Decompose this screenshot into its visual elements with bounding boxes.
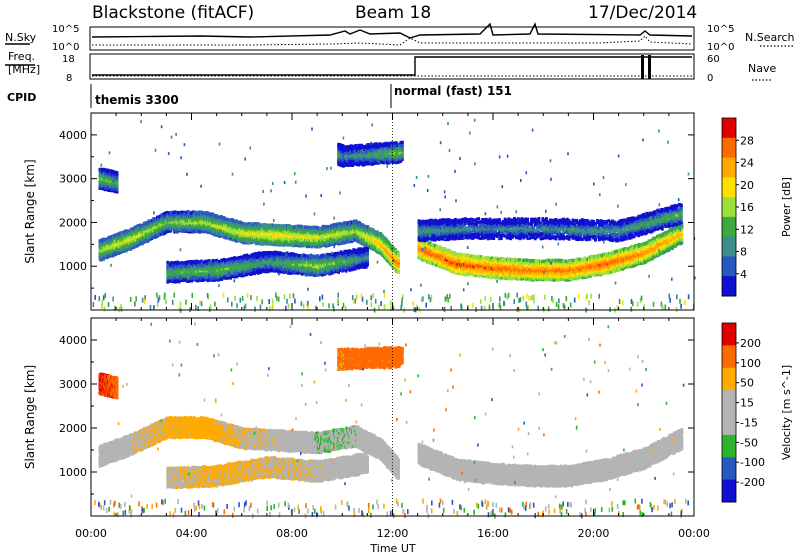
range-cell [397,269,400,274]
freq-left-tick-bottom: 8 [66,73,72,84]
range-cell [128,229,132,233]
freq-spike-1 [641,55,644,79]
freq-left-tick-top: 18 [62,54,75,65]
range-cell [146,239,150,243]
range-cell [173,212,176,216]
range-cell [140,237,144,241]
freq-spike-2 [648,55,651,79]
freq-label-bottom: [MHz] [8,63,40,76]
range-cell [144,230,148,234]
range-cell [193,210,197,214]
noise-right-label: N.Search [745,31,795,44]
range-cell [161,232,165,236]
range-cell [108,236,112,240]
freq-right-tick-bottom: 0 [707,73,713,84]
range-cell [122,245,126,249]
freq-panel-frame [89,53,695,80]
noise-sky-trace [91,22,693,39]
range-cell [160,230,164,234]
range-cell [124,249,128,253]
range-cell [129,247,133,251]
range-cell [149,228,153,232]
noise-left-tick-top: 10^5 [52,24,79,35]
noise-right-tick-bottom: 10^0 [707,42,734,53]
range-cell [144,226,148,230]
station-title: Blackstone (fitACF) [92,3,254,23]
nave-label: Nave [748,62,776,75]
range-cell [110,252,114,256]
noise-left-label: N.Sky [5,31,37,44]
range-cell [190,222,194,226]
range-cell [102,257,106,261]
range-cell [127,242,130,246]
noise-search-trace [92,35,693,46]
range-cell [180,212,184,216]
range-cell [128,244,132,249]
cpid-segment-2: normal (fast) 151 [394,84,512,98]
beam-title: Beam 18 [355,3,431,23]
range-cell [201,230,204,234]
range-cell [188,228,191,232]
range-cell [167,225,171,229]
range-cell [112,236,115,240]
range-cell [195,259,199,263]
range-cell [166,211,170,215]
range-cell [146,228,150,232]
range-cell [130,227,134,231]
range-cell [100,246,103,250]
range-cell [207,216,211,220]
range-cell [112,233,116,238]
range-cell [203,212,206,216]
range-cell [205,211,209,215]
noise-left-tick-bottom: 10^0 [52,42,79,53]
range-cell [197,228,201,232]
cpid-label: CPID [7,91,36,104]
freq-label-top: Freq. [8,50,35,63]
range-cell [103,238,107,242]
date-title: 17/Dec/2014 [588,3,697,23]
range-cell [397,252,400,256]
freq-right-tick-top: 60 [707,54,720,65]
range-cell [132,246,136,250]
freq-trace [92,56,692,76]
noise-right-tick-top: 10^5 [707,24,734,35]
noise-panel-frame [89,26,695,51]
range-cell [204,224,207,228]
range-cell [194,215,198,219]
cpid-segment-1: themis 3300 [95,93,179,107]
